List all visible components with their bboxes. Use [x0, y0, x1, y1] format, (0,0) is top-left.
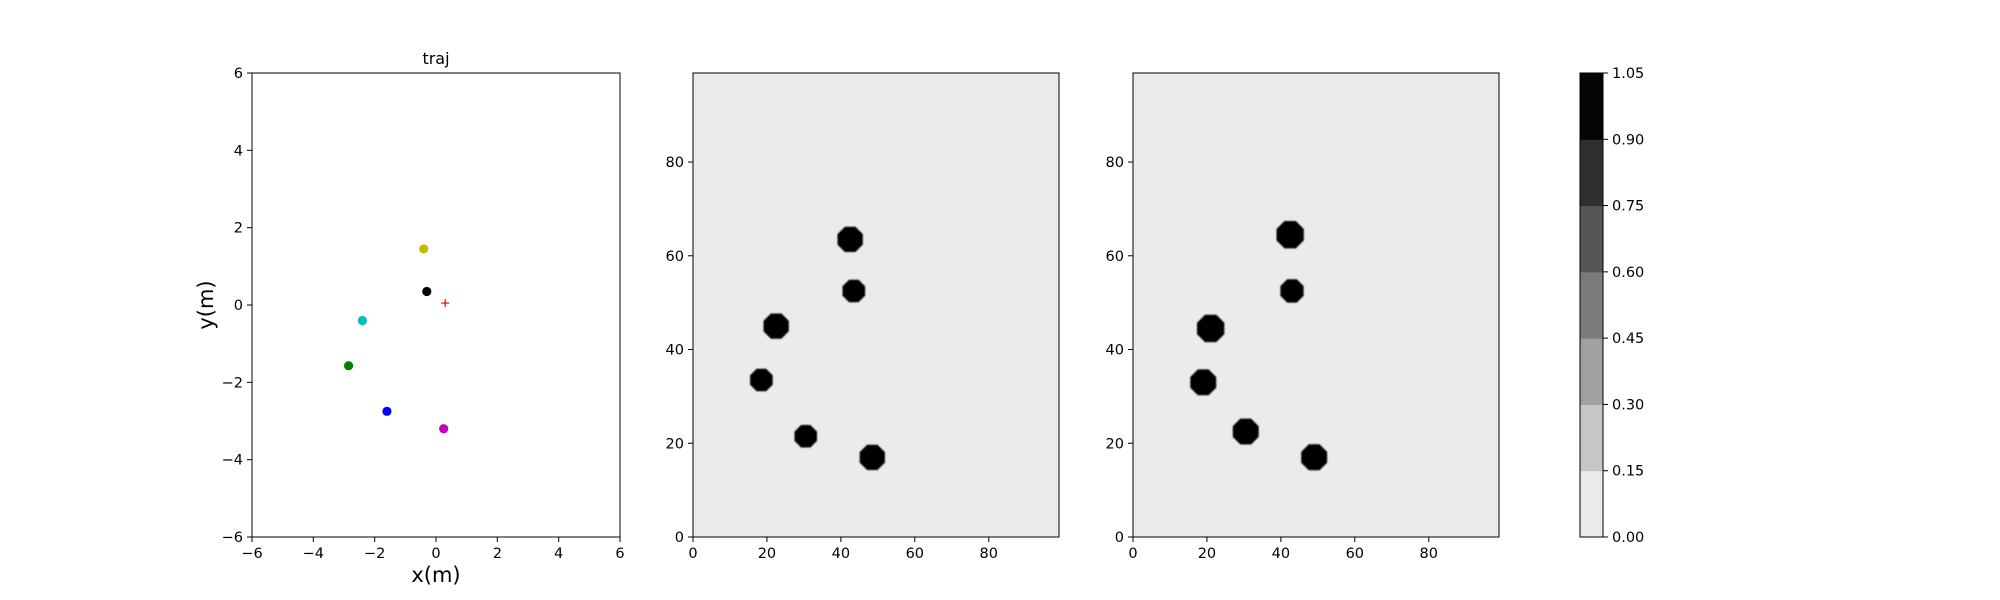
x-tick-label: 0 [688, 546, 697, 562]
colorbar-tick-label: 0.30 [1612, 397, 1644, 413]
colorbar-band [1580, 470, 1603, 538]
x-tick-label: 0 [431, 546, 440, 562]
x-tick-label: 6 [615, 546, 624, 562]
target-marker [441, 299, 450, 308]
colorbar-band [1580, 139, 1603, 207]
colorbar-band [1580, 205, 1603, 273]
y-tick-label: 40 [666, 343, 684, 359]
colorbar-band [1580, 271, 1603, 339]
x-tick-label: 80 [980, 546, 998, 562]
y-tick-label: 0 [675, 530, 684, 546]
x-tick-label: 40 [1272, 546, 1290, 562]
agent-point [382, 406, 392, 416]
occupancy-map-2: 00 20 20 40 40 60 60 80 80 [1106, 72, 1500, 562]
colorbar-band [1580, 73, 1603, 140]
y-tick-label: 20 [666, 436, 684, 452]
y-tick-label: 60 [1106, 249, 1124, 265]
heatmap-frame [1132, 72, 1500, 538]
y-tick-label: 4 [234, 143, 243, 159]
obstacle-blob [1197, 314, 1225, 343]
x-tick-label: 20 [1198, 546, 1216, 562]
obstacle-blob [750, 368, 773, 392]
obstacle-blob [1190, 369, 1217, 396]
agent-point [419, 244, 429, 254]
x-tick-label: 40 [832, 546, 850, 562]
y-tick-label: 40 [1106, 343, 1124, 359]
x-tick-label: 0 [1128, 546, 1137, 562]
trajectory-plot-frame [251, 72, 621, 538]
y-tick-label: −6 [222, 530, 243, 546]
colorbar-tick-label: 0.75 [1612, 199, 1644, 215]
colorbar-tick-label: 1.05 [1612, 66, 1644, 82]
x-tick-label: 2 [493, 546, 502, 562]
obstacle-blob [1276, 221, 1304, 249]
x-tick-label: −4 [303, 546, 324, 562]
y-tick-label: 60 [666, 249, 684, 265]
x-tick-label: 80 [1420, 546, 1438, 562]
colorbar-band [1580, 404, 1603, 472]
obstacle-blob [837, 226, 863, 252]
colorbar-tick-label: 0.15 [1612, 464, 1644, 480]
x-tick-label: 60 [906, 546, 924, 562]
x-tick-label: 20 [758, 546, 776, 562]
colorbar: 0.00 0.15 0.30 0.45 0.60 0.75 0.90 1.05 [1579, 66, 1644, 546]
obstacle-blob [763, 313, 789, 339]
heatmap-frame [692, 72, 1060, 538]
trajectory-plot: traj x(m) y(m) −6−6 −4 −4 −2 −2 0 0 2 2 4 4 6 6 [194, 49, 625, 587]
occupancy-map-1: 00 20 20 40 40 60 60 80 80 [666, 72, 1060, 562]
colorbar-tick-label: 0.60 [1612, 265, 1644, 281]
y-tick-label: −2 [222, 375, 243, 391]
colorbar-band [1580, 338, 1603, 405]
x-tick-label: 60 [1346, 546, 1364, 562]
obstacle-blob [859, 444, 885, 470]
x-tick-label: −2 [364, 546, 385, 562]
obstacle-blob [794, 425, 817, 448]
y-axis-title: y(m) [194, 280, 218, 329]
agent-point [439, 424, 449, 434]
y-tick-label: 2 [234, 221, 243, 237]
agent-point [357, 315, 367, 326]
y-tick-label: 0 [1115, 530, 1124, 546]
obstacle-blob [1232, 418, 1259, 445]
y-tick-label: 20 [1106, 436, 1124, 452]
y-tick-label: −4 [222, 453, 243, 469]
y-tick-label: 6 [234, 66, 243, 82]
obstacle-blob [1301, 444, 1328, 471]
obstacle-blob [1280, 279, 1304, 303]
x-tick-label: 4 [554, 546, 563, 562]
agent-point [422, 286, 432, 297]
x-tick-label: −6 [241, 546, 262, 562]
trajectory-plot-title: traj [422, 49, 449, 68]
y-tick-label: 80 [1106, 155, 1124, 171]
obstacle-blob [842, 279, 866, 303]
x-axis-title: x(m) [411, 563, 460, 587]
agent-point [344, 361, 354, 371]
colorbar-tick-label: 0.00 [1612, 530, 1644, 546]
y-tick-label: 80 [666, 155, 684, 171]
colorbar-tick-label: 0.45 [1612, 331, 1644, 347]
colorbar-frame [1579, 72, 1604, 538]
y-tick-label: 0 [234, 298, 243, 314]
colorbar-tick-label: 0.90 [1612, 132, 1644, 148]
